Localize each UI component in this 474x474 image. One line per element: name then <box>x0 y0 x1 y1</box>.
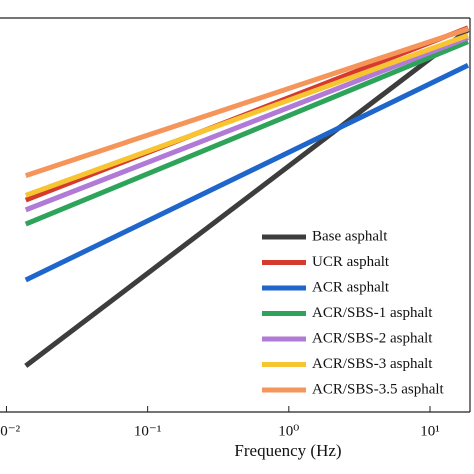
series-line <box>24 39 469 227</box>
series-line <box>24 27 470 368</box>
legend-label: ACR/SBS-1 asphalt <box>312 305 433 321</box>
series-line <box>24 32 469 198</box>
legend-label: Base asphalt <box>312 228 388 244</box>
legend-label: ACR/SBS-2 asphalt <box>312 330 433 346</box>
series-line <box>24 26 469 178</box>
legend-label: ACR/SBS-3.5 asphalt <box>312 381 445 397</box>
series-line <box>24 63 470 283</box>
x-tick-label: 10⁰ <box>278 423 299 439</box>
x-tick-label: 10⁻² <box>0 423 21 439</box>
legend-label: UCR asphalt <box>312 254 390 270</box>
legend-label: ACR/SBS-3 asphalt <box>312 356 433 372</box>
series-line <box>24 35 469 213</box>
x-axis-label: Frequency (Hz) <box>234 441 341 460</box>
plot-area <box>24 25 470 368</box>
legend-label: ACR asphalt <box>312 279 390 295</box>
x-tick-label: 10⁻¹ <box>134 423 161 439</box>
x-tick-label: 10¹ <box>420 423 440 439</box>
